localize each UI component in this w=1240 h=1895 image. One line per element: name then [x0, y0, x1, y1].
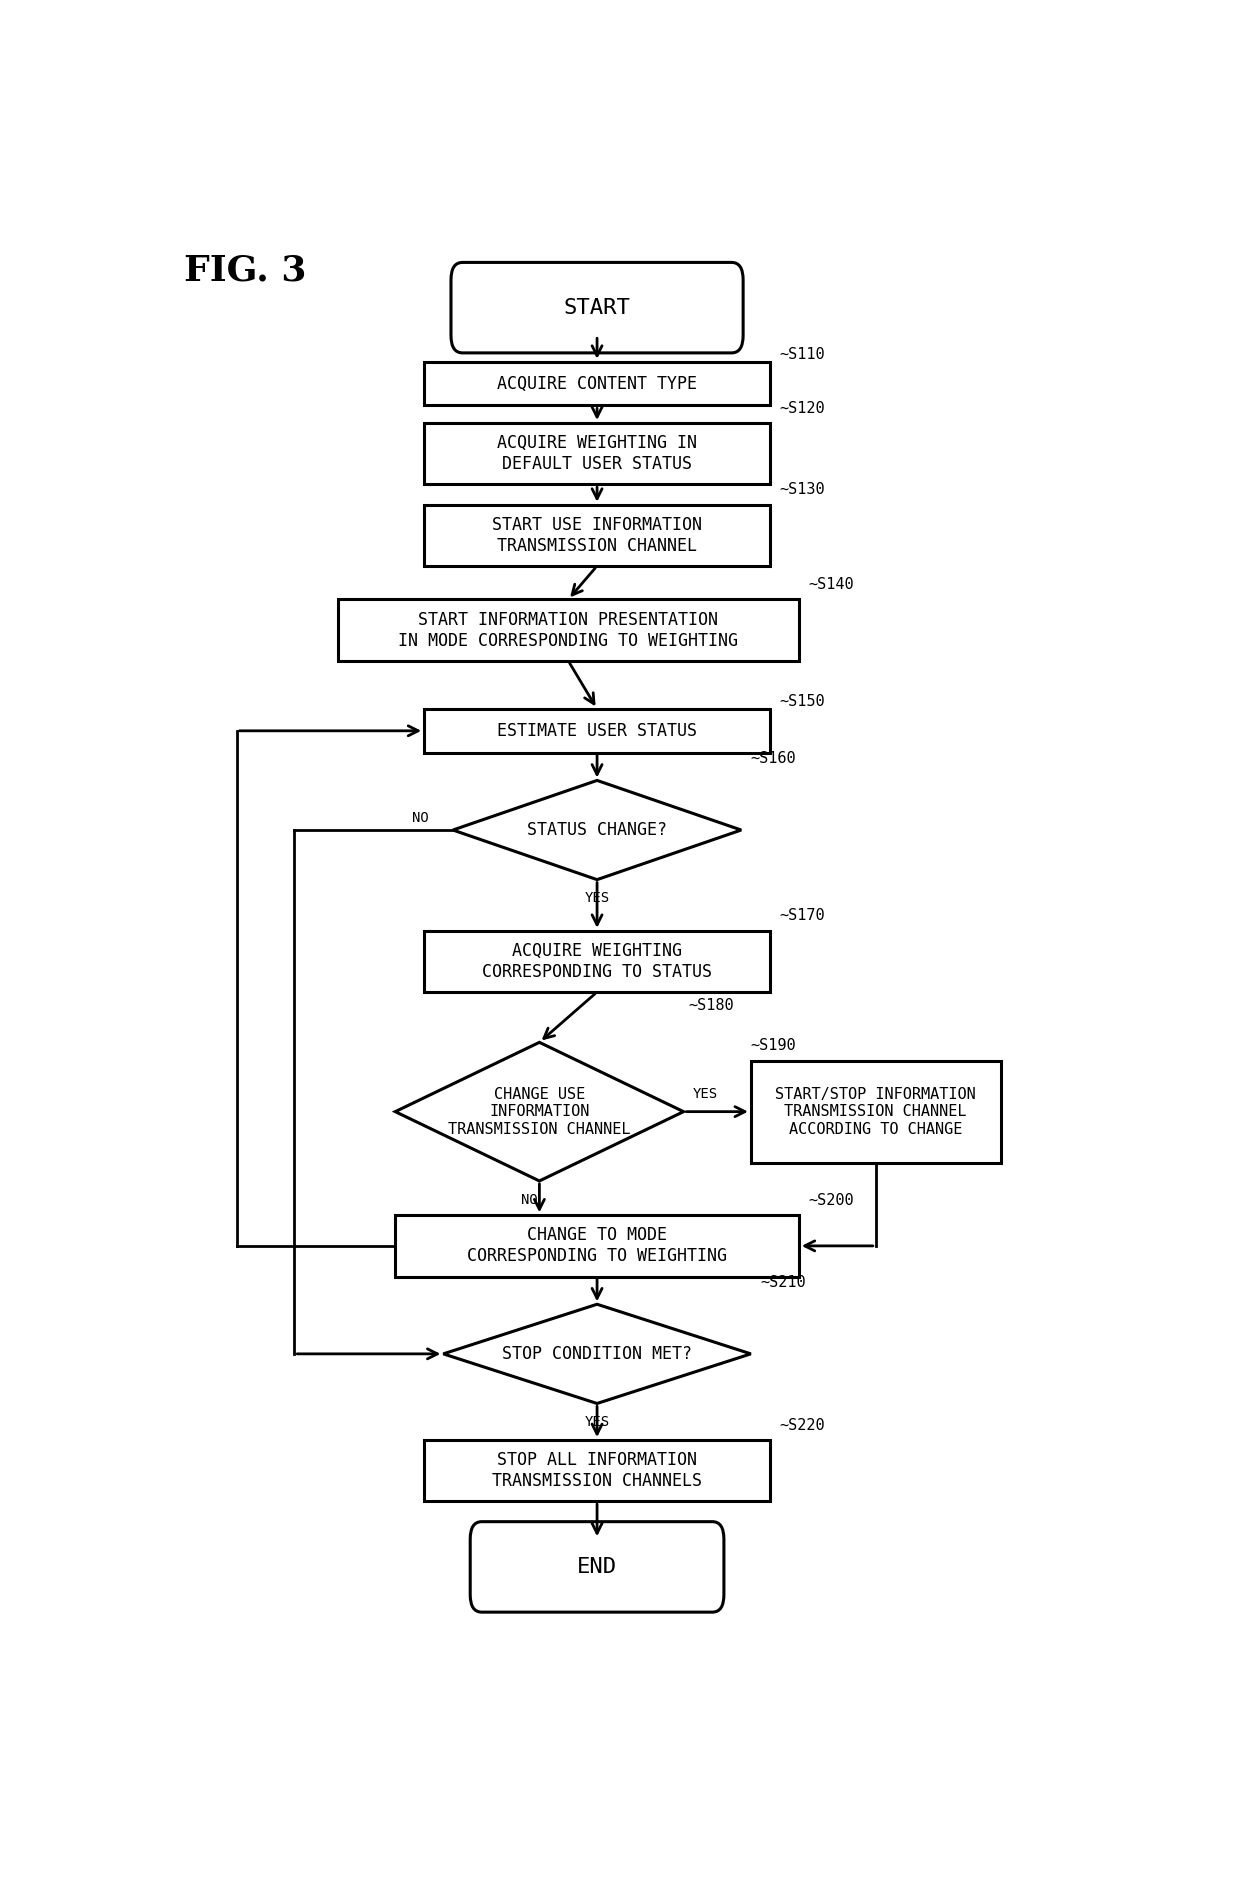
Text: ~S200: ~S200	[808, 1194, 854, 1207]
Text: ~S150: ~S150	[780, 694, 826, 709]
Text: ~S130: ~S130	[780, 483, 826, 496]
FancyBboxPatch shape	[451, 262, 743, 352]
Bar	[751, 1061, 1001, 1164]
Text: ACQUIRE WEIGHTING IN
DEFAULT USER STATUS: ACQUIRE WEIGHTING IN DEFAULT USER STATUS	[497, 434, 697, 474]
Bar	[396, 1215, 799, 1277]
Bar	[337, 599, 799, 661]
Text: ~S170: ~S170	[780, 908, 826, 923]
Text: FIG. 3: FIG. 3	[184, 254, 306, 288]
Text: ESTIMATE USER STATUS: ESTIMATE USER STATUS	[497, 722, 697, 739]
Text: YES: YES	[584, 1416, 610, 1429]
Bar	[424, 423, 770, 485]
Text: ~S110: ~S110	[780, 347, 826, 362]
Text: NO: NO	[521, 1192, 538, 1207]
Text: STOP ALL INFORMATION
TRANSMISSION CHANNELS: STOP ALL INFORMATION TRANSMISSION CHANNE…	[492, 1452, 702, 1489]
Text: CHANGE USE
INFORMATION
TRANSMISSION CHANNEL: CHANGE USE INFORMATION TRANSMISSION CHAN…	[448, 1086, 631, 1137]
Bar	[424, 1440, 770, 1501]
Text: START/STOP INFORMATION
TRANSMISSION CHANNEL
ACCORDING TO CHANGE: START/STOP INFORMATION TRANSMISSION CHAN…	[775, 1086, 976, 1137]
Bar	[424, 504, 770, 567]
Text: START: START	[564, 298, 630, 318]
Text: ~S190: ~S190	[751, 1038, 796, 1054]
Text: END: END	[577, 1558, 618, 1577]
Text: ~S160: ~S160	[751, 750, 796, 766]
Text: START USE INFORMATION
TRANSMISSION CHANNEL: START USE INFORMATION TRANSMISSION CHANN…	[492, 515, 702, 555]
Text: ~S180: ~S180	[688, 999, 734, 1014]
Text: CHANGE TO MODE
CORRESPONDING TO WEIGHTING: CHANGE TO MODE CORRESPONDING TO WEIGHTIN…	[467, 1226, 727, 1266]
Polygon shape	[444, 1304, 751, 1404]
Polygon shape	[453, 781, 742, 879]
Text: ~S210: ~S210	[760, 1275, 806, 1290]
Text: START INFORMATION PRESENTATION
IN MODE CORRESPONDING TO WEIGHTING: START INFORMATION PRESENTATION IN MODE C…	[398, 610, 738, 650]
Text: ~S120: ~S120	[780, 400, 826, 415]
Text: YES: YES	[693, 1088, 718, 1101]
Text: NO: NO	[412, 811, 429, 826]
Text: ~S140: ~S140	[808, 578, 854, 591]
Text: ~S220: ~S220	[780, 1417, 826, 1433]
Text: STATUS CHANGE?: STATUS CHANGE?	[527, 821, 667, 839]
Text: STOP CONDITION MET?: STOP CONDITION MET?	[502, 1345, 692, 1363]
Bar	[424, 930, 770, 991]
Polygon shape	[396, 1042, 683, 1181]
Bar	[424, 709, 770, 752]
FancyBboxPatch shape	[470, 1522, 724, 1613]
Text: YES: YES	[584, 891, 610, 906]
Text: ACQUIRE CONTENT TYPE: ACQUIRE CONTENT TYPE	[497, 375, 697, 392]
Bar	[424, 362, 770, 406]
Text: ACQUIRE WEIGHTING
CORRESPONDING TO STATUS: ACQUIRE WEIGHTING CORRESPONDING TO STATU…	[482, 942, 712, 982]
